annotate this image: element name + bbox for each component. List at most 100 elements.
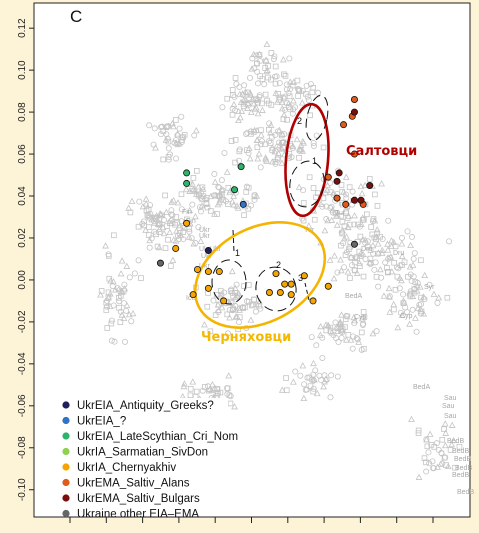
background-sample [165,156,172,163]
background-sample [220,197,227,203]
background-sample [303,82,310,89]
background-sample [367,261,374,268]
background-sample [262,154,270,161]
background-sample [342,252,349,258]
background-sample [271,53,278,60]
background-sample [160,156,167,163]
sample-point [204,247,212,255]
background-sample [127,209,134,216]
saltovtsi-ellipse [284,102,330,218]
background-sample [98,288,105,294]
background-sample [284,117,290,123]
background-sample [331,252,338,259]
background-sample [446,238,453,245]
background-sample [142,200,150,207]
background-sample [293,135,301,143]
background-sample [165,145,172,152]
chernyakhovtsi-cluster-1-outline [211,259,247,305]
background-sample [259,100,265,107]
background-sample [257,131,265,138]
sample-point [183,169,191,177]
background-sample [369,218,376,225]
background-sample [268,102,275,108]
background-sample [245,100,252,107]
background-sample [318,377,325,384]
sample-point [342,200,350,208]
background-sample [354,336,361,343]
background-sample [347,253,355,260]
background-sample [270,55,277,62]
background-sample [153,214,159,221]
sample-point [324,173,332,181]
sample-point [189,291,197,299]
background-sample [267,121,275,128]
background-sample [123,262,131,269]
background-sample [231,403,238,410]
background-sample [128,197,136,204]
background-sample [290,78,298,85]
background-sample [129,309,137,317]
background-sample [357,233,364,240]
background-sample [108,317,115,324]
background-sample [344,223,352,230]
background-sample [276,139,283,146]
background-sample [232,137,239,143]
background-sample [230,201,238,208]
background-population-label: Ukr [199,263,211,270]
background-sample [275,91,282,97]
background-sample [155,244,163,251]
background-sample [418,294,424,301]
background-sample [278,132,285,139]
background-sample [322,375,330,382]
background-sample [151,125,158,132]
background-sample [215,183,222,190]
background-sample [253,136,261,143]
background-sample [362,240,369,247]
background-sample [105,289,112,296]
background-sample [207,328,214,335]
sample-point [309,297,317,305]
background-sample [350,313,358,321]
sample-point [281,280,289,288]
background-sample [236,148,243,155]
background-population-label: Sau [442,403,455,410]
sample-point [220,297,228,305]
background-sample [317,200,325,207]
background-sample [320,195,327,202]
background-sample [249,55,256,62]
background-sample [218,177,225,184]
background-sample [204,303,211,310]
background-sample [378,180,386,187]
background-sample [345,331,352,338]
background-sample [366,176,373,182]
background-sample [296,145,304,153]
background-sample [236,314,243,321]
highlighted-samples [156,96,374,305]
background-sample [269,158,276,165]
background-sample [337,256,344,263]
background-sample [310,388,316,395]
background-sample [407,241,414,249]
background-sample [254,80,261,87]
background-sample [108,337,115,344]
background-sample [441,454,448,461]
background-sample [190,240,198,247]
background-sample [400,291,407,298]
background-sample [324,322,332,329]
sample-point [340,121,348,129]
background-sample [236,157,243,164]
legend-marker [62,494,70,502]
background-sample [388,268,396,275]
background-sample [338,311,345,318]
background-sample [386,254,393,261]
background-sample [289,142,297,150]
background-sample [235,289,243,297]
chernyakhovtsi-cluster-number: 2 [276,260,281,270]
background-sample [290,97,297,104]
background-sample [166,228,174,236]
background-sample [146,244,153,251]
background-sample [245,184,252,191]
background-sample [373,226,381,233]
background-sample [412,314,419,321]
background-sample [199,185,207,192]
